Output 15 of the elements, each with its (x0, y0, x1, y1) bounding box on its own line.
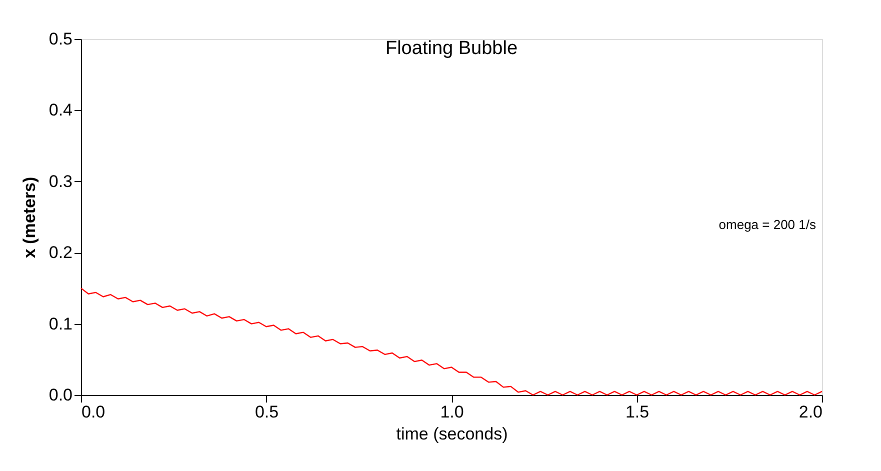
annotation: omega = 200 1/s (718, 217, 816, 232)
x-tick-label: 0.0 (82, 402, 106, 422)
chart-title: Floating Bubble (385, 38, 518, 59)
x-tick-label: 0.5 (254, 402, 279, 422)
y-axis-title: x (meters) (20, 176, 39, 258)
y-tick-label: 0.5 (48, 30, 72, 48)
x-axis-title: time (seconds) (396, 424, 508, 444)
y-tick-label: 0.0 (48, 386, 72, 404)
x-tick-label: 1.0 (440, 402, 464, 422)
y-tick-label: 0.3 (48, 172, 72, 191)
y-tick-label: 0.1 (48, 314, 72, 334)
y-tick-label: 0.2 (48, 243, 72, 262)
y-tick-label: 0.4 (48, 100, 72, 120)
x-tick-label: 2.0 (798, 402, 822, 422)
x-tick-label: 1.5 (625, 402, 650, 422)
